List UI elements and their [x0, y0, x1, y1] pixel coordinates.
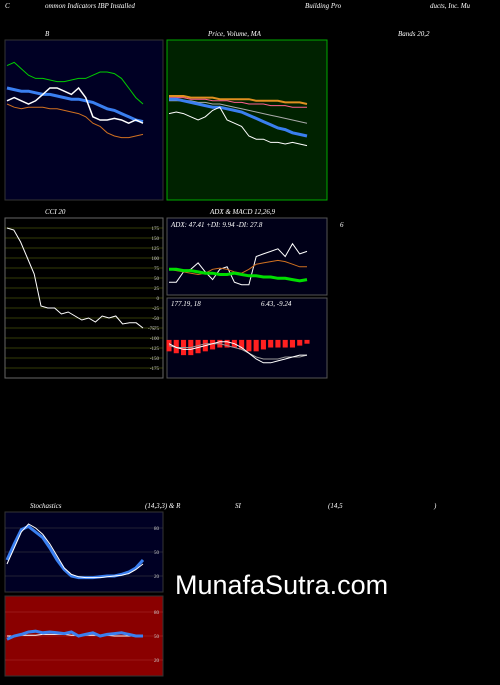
series-line [169, 100, 308, 124]
y-tick-label: 25 [154, 287, 160, 292]
panel [166, 217, 328, 296]
series-line [6, 61, 144, 105]
caption: Bands 20,2 [398, 30, 430, 38]
header-text: C [5, 2, 10, 10]
y-tick-label: -125 [150, 347, 160, 352]
caption: (14,5 [328, 502, 343, 510]
y-tick-label: -75 [152, 327, 159, 332]
y-tick-label: 50 [154, 551, 160, 556]
series-line [168, 343, 308, 360]
caption: (14,3,3) & R [145, 502, 181, 510]
histogram-bar [282, 339, 288, 348]
histogram-bar [224, 339, 230, 348]
value-label: -75 [148, 327, 155, 332]
series-line [169, 95, 308, 105]
series-line [169, 242, 308, 286]
series-line [168, 341, 307, 364]
indicator-text: ADX: 47.41 +DI: 9.94 -DI: 27.8 [170, 221, 263, 229]
y-tick-label: 20 [154, 659, 160, 664]
series-line [6, 86, 144, 125]
y-tick-label: 100 [152, 257, 160, 262]
histogram-bar [304, 339, 310, 344]
panel [166, 39, 328, 201]
y-tick-label: -50 [152, 317, 159, 322]
caption: SI [235, 502, 242, 510]
series-line [169, 97, 307, 108]
header-text: ducts, Inc. Mu [430, 2, 471, 10]
caption: Price, Volume, MA [207, 30, 262, 38]
series-line [5, 524, 145, 580]
y-tick-label: 175 [152, 227, 160, 232]
caption: CCI 20 [45, 208, 66, 216]
caption: Stochastics [30, 502, 62, 510]
histogram-bar [253, 339, 259, 352]
series-line [6, 86, 144, 124]
caption: ) [433, 502, 437, 510]
histogram-bar [297, 339, 303, 346]
y-tick-label: 80 [154, 611, 160, 616]
y-tick-label: 75 [154, 267, 160, 272]
y-tick-label: 50 [154, 635, 160, 640]
series-line [6, 629, 143, 641]
y-tick-label: 80 [154, 527, 160, 532]
y-tick-label: 150 [152, 237, 160, 242]
y-tick-label: 20 [154, 575, 160, 580]
series-line [168, 106, 308, 147]
caption: 6 [340, 221, 344, 229]
histogram-bar [246, 339, 252, 352]
header-text: Building Pro [305, 2, 342, 10]
series-line [6, 523, 144, 579]
histogram-bar [260, 339, 266, 350]
series-line [169, 97, 308, 138]
caption: B [45, 30, 50, 38]
indicator-text: 177.19, 18 [171, 300, 201, 308]
y-tick-label: 125 [152, 247, 160, 252]
watermark: MunafaSutra.com [175, 570, 388, 600]
y-tick-label: -25 [152, 307, 159, 312]
histogram-bar [289, 339, 296, 348]
y-tick-label: -100 [150, 337, 160, 342]
histogram-bar [210, 339, 216, 350]
indicator-text: 6.43, -9.24 [261, 300, 292, 308]
histogram-bar [173, 339, 179, 354]
y-tick-label: 50 [154, 277, 160, 282]
histogram-bar [195, 339, 201, 354]
series-line [6, 227, 144, 329]
y-tick-label: -175 [150, 367, 160, 372]
header-text: ommon Indicators IBP Installed [45, 2, 135, 10]
panel [166, 297, 328, 379]
histogram-bar [239, 339, 245, 350]
histogram-bar [275, 339, 281, 348]
caption: ADX & MACD 12,26,9 [209, 208, 276, 216]
series-line [6, 103, 144, 139]
series-line [169, 267, 308, 283]
y-tick-label: -150 [150, 357, 160, 362]
histogram-bar [268, 339, 274, 348]
y-tick-label: 0 [157, 297, 160, 302]
